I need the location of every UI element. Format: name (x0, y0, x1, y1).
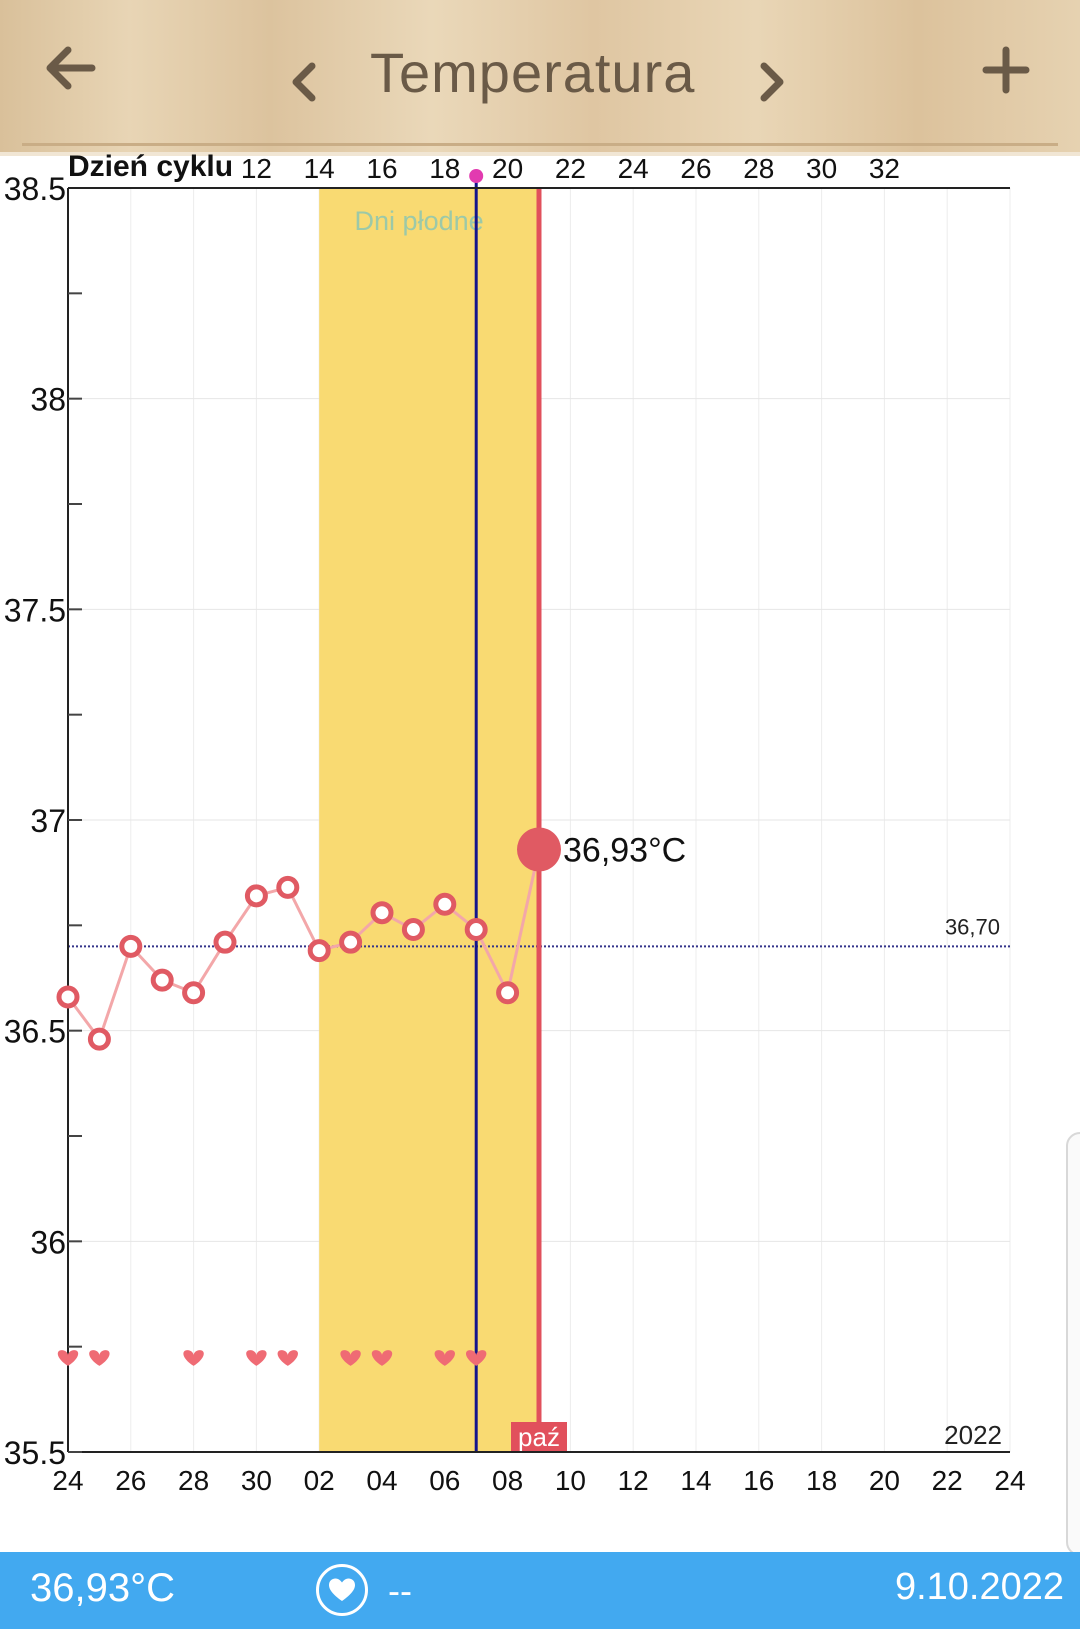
x-tick-label: 28 (178, 1465, 209, 1496)
cycle-tick-label: 32 (869, 153, 900, 184)
heart-icon[interactable] (316, 1564, 368, 1616)
arrow-left-icon[interactable] (42, 40, 98, 106)
cycle-tick-label: 16 (366, 153, 397, 184)
cycle-tick-label: 30 (806, 153, 837, 184)
x-tick-label: 12 (618, 1465, 649, 1496)
temperature-point (370, 901, 394, 925)
temperature-point (401, 918, 425, 942)
fertile-window (319, 188, 539, 1452)
temperature-connector (286, 886, 321, 952)
summary-bar: 36,93°C -- 9.10.2022 (0, 1552, 1080, 1629)
x-tick-label: 02 (304, 1465, 335, 1496)
heart-icon (340, 1350, 361, 1366)
cycle-tick-label: 14 (304, 153, 335, 184)
y-tick-label: 36.5 (4, 1014, 66, 1050)
selected-date: 9.10.2022 (894, 1566, 1064, 1608)
page-title: Temperatura (370, 41, 696, 104)
temperature-point (339, 930, 363, 954)
ovulation-marker (469, 169, 484, 183)
temperature-point (433, 892, 457, 916)
plus-icon[interactable] (982, 44, 1030, 104)
cycle-day-label: Dzień cyklu (68, 152, 233, 183)
cycle-tick-label: 28 (743, 153, 774, 184)
intercourse-value: -- (388, 1570, 412, 1611)
y-tick-label: 38 (30, 382, 66, 418)
heart-icon (89, 1350, 110, 1366)
x-tick-label: 14 (680, 1465, 711, 1496)
year-label: 2022 (944, 1420, 1002, 1450)
temperature-point (182, 981, 206, 1005)
scroll-handle[interactable] (1066, 1132, 1080, 1556)
cycle-tick-label: 18 (429, 153, 460, 184)
cycle-tick-label: 20 (492, 153, 523, 184)
x-tick-label: 24 (52, 1465, 83, 1496)
temperature-point (150, 968, 174, 992)
cycle-tick-label: 22 (555, 153, 586, 184)
x-tick-label: 08 (492, 1465, 523, 1496)
chevron-left-icon[interactable] (288, 52, 322, 112)
temperature-points (56, 827, 561, 1051)
temperature-point (119, 934, 143, 958)
temperature-point-latest (517, 827, 561, 872)
heart-icon (183, 1350, 204, 1366)
y-tick-label: 38.5 (4, 171, 66, 207)
x-tick-label: 18 (806, 1465, 837, 1496)
latest-value-label: 36,93°C (563, 831, 686, 869)
x-tick-label: 10 (555, 1465, 586, 1496)
x-tick-label: 24 (994, 1465, 1025, 1496)
temperature-connector (474, 928, 509, 994)
month-label: paź (518, 1422, 560, 1452)
fertile-label: Dni płodne (355, 206, 484, 236)
heart-icon (371, 1350, 393, 1366)
x-tick-label: 06 (429, 1465, 460, 1496)
heart-icon (434, 1350, 456, 1366)
temperature-chart[interactable]: Dni płodne 36,70 paź 38.5 38 37.5 37 36.5 36 3… (0, 152, 1080, 1552)
temperature-point (276, 875, 300, 899)
month-tag (511, 1422, 567, 1452)
y-tick-label: 37 (30, 803, 66, 839)
y-tick-label: 35.5 (4, 1435, 66, 1471)
temperature-point (464, 918, 488, 942)
cycle-tick-label: 12 (241, 153, 272, 184)
intercourse-markers (57, 1350, 487, 1366)
temperature-point (496, 981, 520, 1005)
heart-icon (465, 1350, 487, 1366)
current-temperature: 36,93°C (30, 1566, 175, 1610)
x-tick-label: 30 (241, 1465, 272, 1496)
x-tick-label: 22 (932, 1465, 963, 1496)
heart-icon (57, 1350, 79, 1366)
temperature-point (244, 884, 268, 908)
temperature-connector (506, 849, 541, 994)
app-header: Temperatura (0, 0, 1080, 156)
cycle-tick-label: 26 (680, 153, 711, 184)
temperature-point (56, 985, 80, 1009)
coverline-label: 36,70 (945, 914, 1000, 939)
cycle-tick-label: 24 (618, 153, 649, 184)
temperature-point (307, 939, 331, 963)
heart-icon (246, 1350, 267, 1366)
x-tick-label: 26 (115, 1465, 146, 1496)
temperature-point (213, 930, 237, 954)
x-tick-label: 20 (869, 1465, 900, 1496)
x-tick-label: 04 (366, 1465, 397, 1496)
y-tick-label: 36 (30, 1224, 66, 1260)
heart-icon (277, 1350, 299, 1366)
temperature-connector (97, 945, 133, 1040)
chevron-right-icon[interactable] (754, 52, 788, 112)
temperature-point (87, 1027, 111, 1051)
y-tick-label: 37.5 (4, 592, 66, 628)
x-tick-label: 16 (743, 1465, 774, 1496)
